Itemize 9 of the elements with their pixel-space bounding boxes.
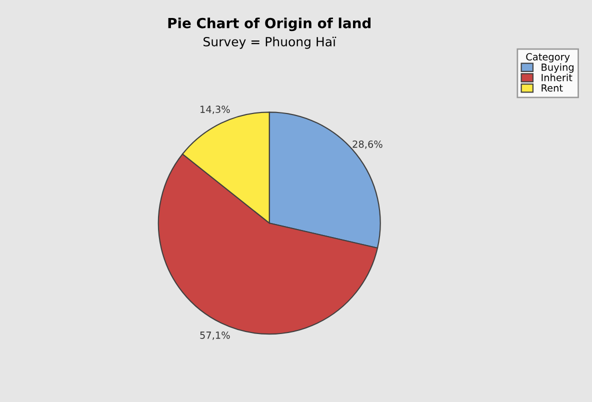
chart-title: Pie Chart of Origin of land xyxy=(168,18,371,32)
data-label: 14,3% xyxy=(200,106,230,114)
legend-label: Inherit xyxy=(542,74,572,82)
legend-label: Buying xyxy=(542,63,574,73)
legend-label: Rent xyxy=(542,84,563,92)
chart-subtitle: Survey = Phuong Haï xyxy=(204,36,336,49)
data-label: 57,1% xyxy=(200,332,230,340)
data-label: 28,6% xyxy=(352,140,382,149)
legend-title: Category xyxy=(526,53,570,62)
